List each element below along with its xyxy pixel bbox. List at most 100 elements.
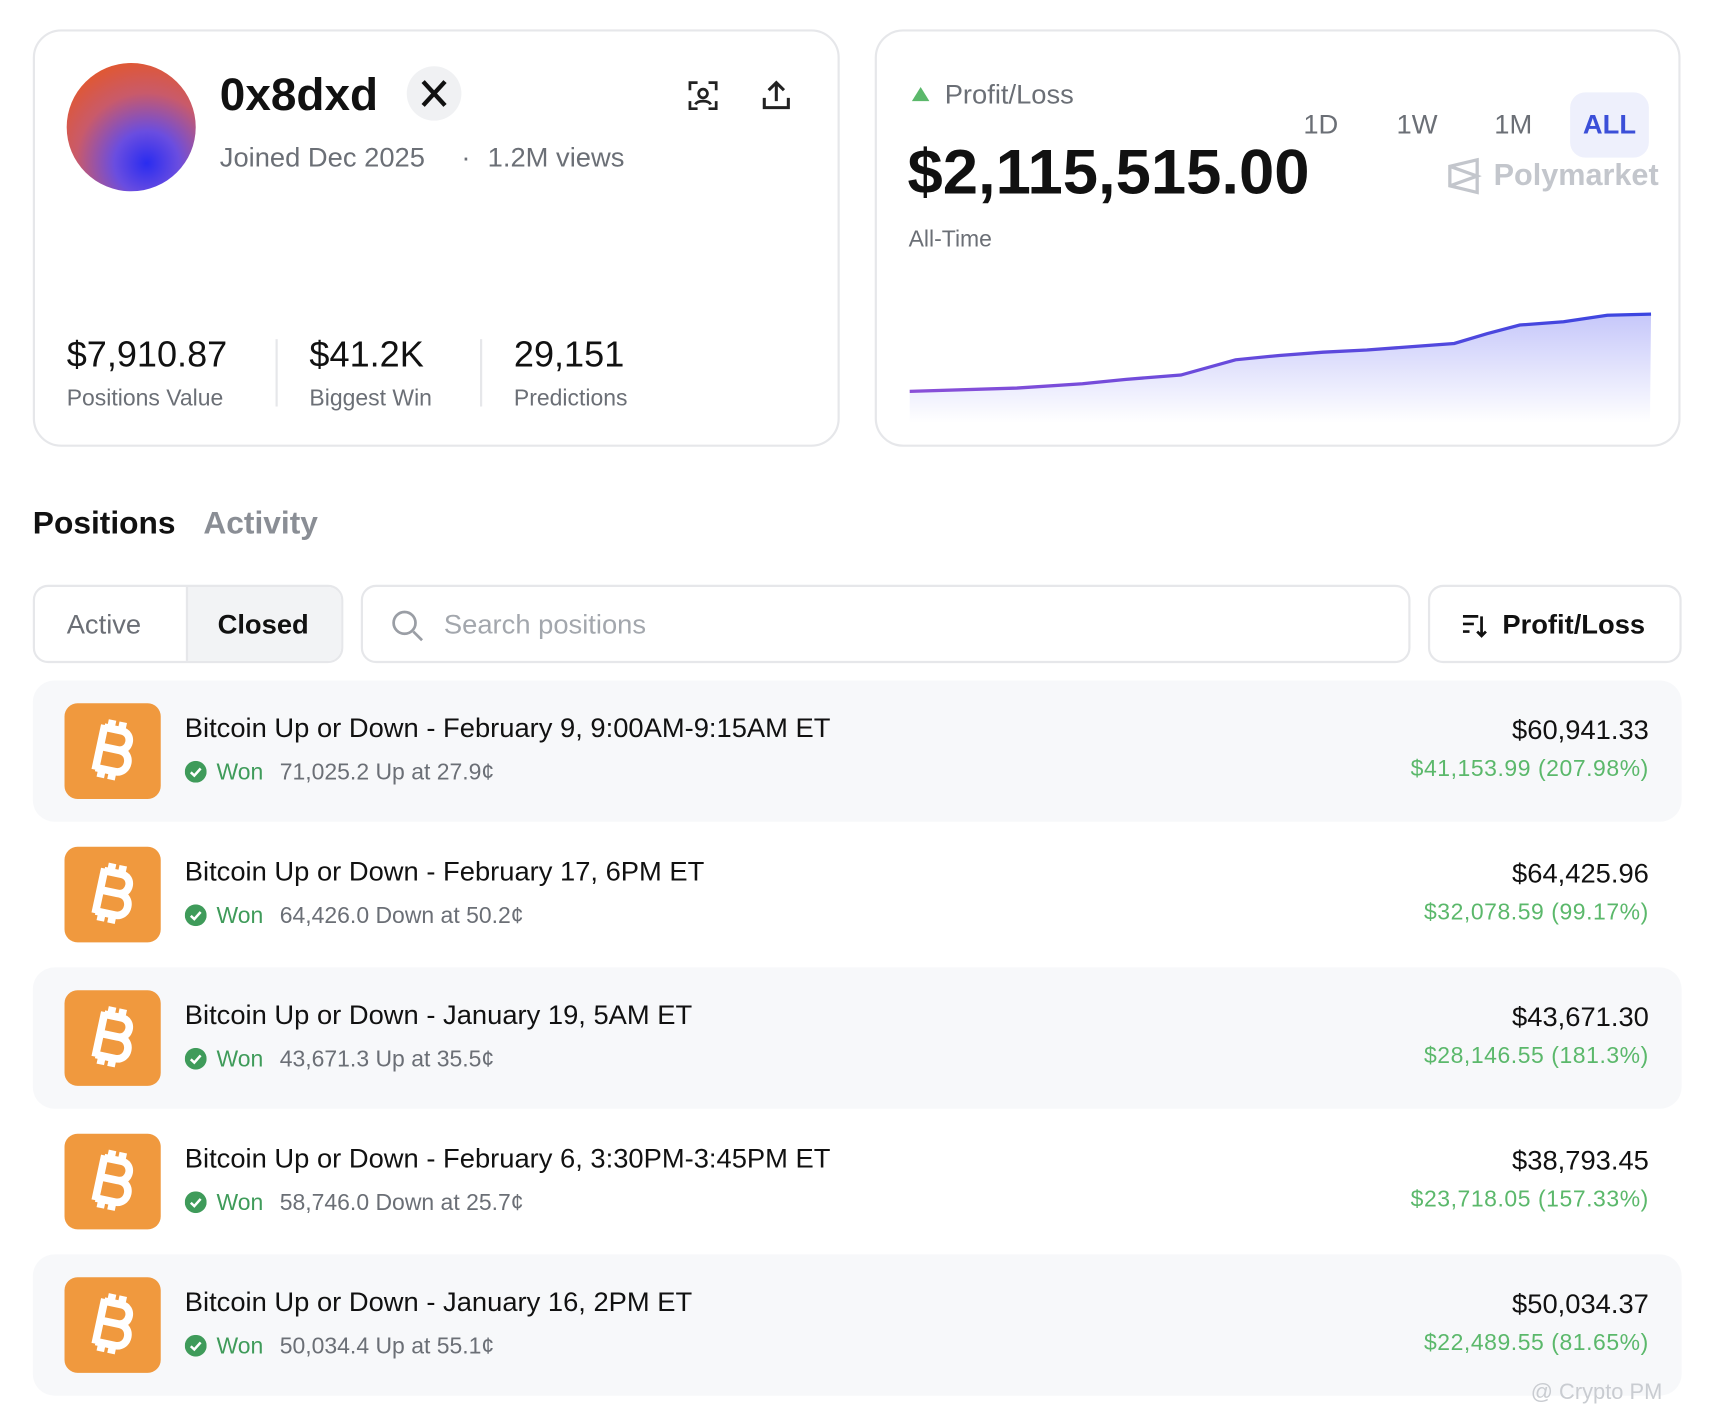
position-status: Won (216, 1190, 264, 1216)
position-subtitle: Won 58,746.0 Down at 25.7¢ (184, 1190, 524, 1216)
bitcoin-icon (91, 1006, 133, 1068)
position-subtitle: Won 71,025.2 Up at 27.9¢ (184, 759, 495, 786)
search-icon (392, 610, 424, 642)
watermark: @ Crypto PM (1530, 1380, 1663, 1405)
range-tab[interactable]: 1M (1494, 109, 1533, 141)
separator: · (461, 142, 471, 173)
up-triangle (911, 86, 930, 102)
check-icon (184, 1047, 207, 1070)
divider (275, 339, 278, 407)
x-icon (421, 80, 447, 107)
position-title: Bitcoin Up or Down - February 6, 3:30PM-… (184, 1143, 831, 1174)
won-check (184, 903, 217, 928)
position-value: $43,671.30 (1512, 1002, 1649, 1033)
polymarket-logo (1448, 157, 1482, 195)
range-tab[interactable]: ALL (1570, 92, 1649, 158)
market-icon (64, 846, 161, 943)
market-icon (64, 1277, 161, 1373)
stat-label: Biggest Win (309, 385, 432, 411)
tab[interactable]: Positions (32, 506, 176, 542)
position-row[interactable]: Bitcoin Up or Down - February 6, 3:30PM-… (32, 1110, 1682, 1253)
search-placeholder: Search positions (443, 609, 647, 641)
sort-label: Profit/Loss (1502, 609, 1646, 641)
sort-button[interactable]: Profit/Loss (1427, 584, 1682, 664)
pnl-title: Profit/Loss (944, 79, 1074, 110)
position-status: Won (216, 1333, 264, 1359)
pnl-card: Profit/Loss 1D 1W 1M ALL $2,115,515.00 Poly… (874, 29, 1681, 447)
market-icon (64, 703, 161, 799)
avatar (66, 63, 196, 192)
position-title: Bitcoin Up or Down - February 17, 6PM ET (184, 856, 705, 887)
stat-label: Predictions (513, 385, 628, 411)
position-detail: 50,034.4 Up at 55.1¢ (279, 1333, 495, 1359)
sort-icon (1462, 614, 1487, 638)
brand: Polymarket (1493, 157, 1659, 192)
sparkline-line (909, 312, 1652, 393)
search-box[interactable]: Search positions (360, 584, 1411, 664)
stat-value: $7,910.87 (66, 333, 228, 374)
check-icon (184, 760, 207, 783)
won-check (184, 1190, 217, 1215)
stat-label: Positions Value (66, 385, 224, 411)
bitcoin-icon (91, 1293, 133, 1355)
check-icon (184, 904, 207, 927)
divider (480, 339, 483, 407)
stat-value: 29,151 (513, 333, 625, 374)
position-row[interactable]: Bitcoin Up or Down - January 16, 2PM ET W… (32, 1254, 1682, 1396)
views: 1.2M views (487, 142, 625, 173)
position-value: $64,425.96 (1512, 858, 1649, 890)
pnl-period: All-Time (908, 227, 992, 253)
position-status: Won (216, 1046, 264, 1072)
position-detail: 58,746.0 Down at 25.7¢ (279, 1190, 524, 1216)
won-check (184, 1047, 217, 1072)
position-value: $60,941.33 (1512, 715, 1649, 746)
username: 0x8dxd (219, 68, 379, 120)
sparkline-area (909, 314, 1652, 423)
toggle-option[interactable]: Active (66, 609, 142, 641)
position-row[interactable]: Bitcoin Up or Down - February 9, 9:00AM-… (32, 680, 1682, 822)
bitcoin-icon (91, 1149, 133, 1211)
position-row[interactable]: Bitcoin Up or Down - February 17, 6PM ET… (32, 823, 1682, 966)
bitcoin-icon (91, 719, 133, 781)
won-check (184, 1334, 217, 1359)
x-link[interactable] (406, 66, 462, 121)
scan-button[interactable] (687, 79, 720, 112)
position-status: Won (216, 903, 264, 929)
position-subtitle: Won 64,426.0 Down at 50.2¢ (184, 903, 524, 929)
position-title: Bitcoin Up or Down - February 9, 9:00AM-… (184, 713, 831, 744)
joined: Joined Dec 2025 (219, 142, 425, 173)
position-title: Bitcoin Up or Down - January 19, 5AM ET (184, 1000, 693, 1031)
pnl-amount: $2,115,515.00 (907, 136, 1310, 208)
toggle-selected-bg (185, 586, 342, 661)
check-icon (184, 1334, 207, 1357)
stat-value: $41.2K (309, 333, 424, 374)
position-detail: 64,426.0 Down at 50.2¢ (279, 903, 524, 929)
range-tab[interactable]: 1D (1303, 109, 1339, 141)
share-button[interactable] (760, 79, 793, 112)
position-status: Won (216, 759, 264, 785)
position-row[interactable]: Bitcoin Up or Down - January 19, 5AM ET W… (32, 967, 1682, 1109)
position-pnl: $41,153.99 (207.98%) (1410, 756, 1649, 782)
position-value: $38,793.45 (1512, 1145, 1649, 1177)
profile-card: 0x8dxd Joined Dec 2025 · 1.2M views $7,9… (32, 29, 840, 447)
market-icon (64, 990, 161, 1086)
position-pnl: $23,718.05 (157.33%) (1410, 1187, 1649, 1213)
toggle-option[interactable]: Closed (217, 609, 309, 641)
position-pnl: $22,489.55 (81.65%) (1423, 1330, 1649, 1356)
position-pnl: $28,146.55 (181.3%) (1423, 1043, 1649, 1069)
position-title: Bitcoin Up or Down - January 16, 2PM ET (184, 1287, 693, 1318)
position-detail: 43,671.3 Up at 35.5¢ (279, 1046, 495, 1072)
status-toggle: Active Closed (32, 584, 344, 664)
position-subtitle: Won 50,034.4 Up at 55.1¢ (184, 1333, 495, 1360)
market-icon (64, 1133, 161, 1230)
position-subtitle: Won 43,671.3 Up at 35.5¢ (184, 1046, 495, 1073)
pnl-sparkline (909, 312, 1652, 423)
bitcoin-icon (91, 862, 133, 924)
won-check (184, 760, 217, 785)
tab[interactable]: Activity (203, 506, 318, 542)
range-tab[interactable]: 1W (1396, 109, 1438, 141)
position-value: $50,034.37 (1512, 1289, 1649, 1320)
position-detail: 71,025.2 Up at 27.9¢ (279, 759, 495, 785)
